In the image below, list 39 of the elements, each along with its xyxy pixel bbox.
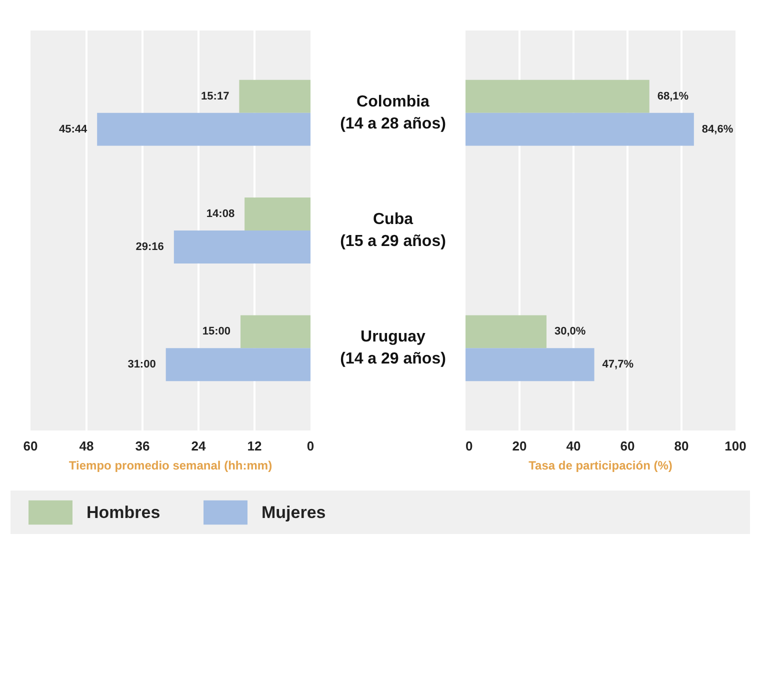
y-tick-label: Uruguay (14 a 29 años) bbox=[340, 328, 446, 368]
data-label: 31:00 bbox=[128, 358, 156, 371]
bar bbox=[239, 80, 310, 113]
x-tick-label: 100 bbox=[724, 438, 746, 454]
bar bbox=[174, 230, 310, 264]
data-label: 84,6% bbox=[702, 123, 734, 136]
x-tick-label: 36 bbox=[135, 438, 150, 454]
data-label: 29:16 bbox=[136, 240, 164, 253]
bar bbox=[466, 80, 650, 113]
x-axis-title: Tiempo promedio semanal (hh:mm) bbox=[68, 458, 272, 472]
y-tick-label: Colombia (14 a 28 años) bbox=[340, 93, 446, 132]
x-tick-label: 0 bbox=[306, 438, 314, 454]
x-tick-label: 80 bbox=[674, 438, 689, 454]
data-label: 45:44 bbox=[58, 123, 88, 136]
x-tick-label: 40 bbox=[566, 438, 581, 454]
bar bbox=[244, 198, 310, 230]
x-tick-label: 24 bbox=[191, 438, 206, 454]
x-tick-label: 0 bbox=[466, 438, 473, 454]
x-tick-label: 20 bbox=[512, 438, 527, 454]
bar bbox=[466, 112, 694, 146]
data-label: 47,7% bbox=[602, 358, 634, 371]
x-axis-title: Tasa de participación (%) bbox=[528, 458, 672, 472]
x-tick-label: 12 bbox=[247, 438, 262, 454]
x-tick-label: 48 bbox=[79, 438, 94, 454]
bar bbox=[466, 348, 594, 382]
x-tick-label: 60 bbox=[23, 438, 38, 454]
bar bbox=[466, 315, 546, 348]
x-tick-label: 60 bbox=[620, 438, 635, 454]
legend-label: Mujeres bbox=[262, 503, 326, 522]
legend-label: Hombres bbox=[86, 503, 160, 522]
data-label: 15:17 bbox=[201, 90, 230, 102]
bar bbox=[97, 112, 310, 146]
data-label: 30,0% bbox=[554, 326, 586, 338]
bar bbox=[166, 348, 310, 382]
data-label: 14:08 bbox=[206, 208, 235, 220]
data-label: 15:00 bbox=[202, 326, 231, 338]
bar bbox=[240, 315, 310, 348]
y-tick-label: Cuba (15 a 29 años) bbox=[340, 210, 446, 250]
data-label: 68,1% bbox=[657, 90, 689, 102]
